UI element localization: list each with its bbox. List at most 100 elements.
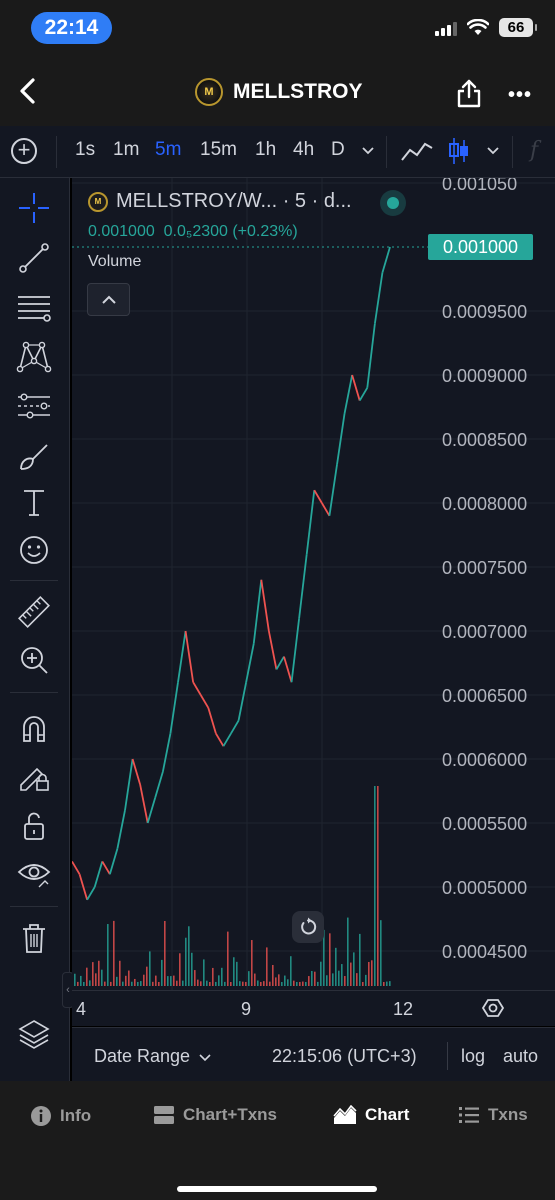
more-options-icon[interactable]: •••: [508, 84, 533, 106]
nav-chart-txns[interactable]: Chart+Txns: [153, 1105, 277, 1125]
volume-bar: [215, 981, 217, 986]
price-segment: [328, 464, 338, 516]
volume-bar: [254, 973, 256, 986]
unlock-icon[interactable]: [14, 806, 54, 846]
price-segment: [298, 554, 308, 619]
interval-5m[interactable]: 5m: [155, 139, 182, 160]
volume-bar: [323, 929, 325, 986]
price-chart[interactable]: 0.001050 0.0009500 0.0009000 0.0008500 0.000…: [72, 178, 555, 990]
interval-1s[interactable]: 1s: [75, 139, 96, 160]
reset-chart-button[interactable]: [292, 911, 324, 943]
home-indicator: [177, 1186, 377, 1192]
nav-txns[interactable]: Txns: [458, 1105, 528, 1125]
fib-retracement-icon[interactable]: [14, 288, 54, 328]
volume-bar: [119, 960, 121, 986]
trash-icon[interactable]: [14, 918, 54, 958]
chart-pane[interactable]: 0.001050 0.0009500 0.0009000 0.0008500 0.000…: [72, 178, 555, 990]
add-indicator-button[interactable]: +: [11, 138, 37, 164]
chart-txns-icon: [154, 1106, 174, 1124]
candles-icon[interactable]: [448, 136, 470, 166]
volume-bar: [173, 975, 175, 986]
wifi-icon: [467, 19, 489, 35]
price-segment: [184, 630, 195, 683]
price-segment: [86, 886, 96, 901]
back-arrow-icon[interactable]: [12, 74, 46, 108]
volume-bar: [203, 959, 205, 986]
emoji-icon[interactable]: [14, 530, 54, 570]
price-segment: [161, 733, 172, 772]
volume-bar: [317, 981, 319, 986]
volume-bar: [269, 981, 271, 986]
date-range-button[interactable]: Date Range: [94, 1046, 211, 1067]
toolbar-divider: [386, 136, 387, 168]
volume-bar: [167, 976, 169, 986]
ruler-icon[interactable]: [14, 592, 54, 632]
volume-bar: [371, 960, 373, 986]
forecast-tool-icon[interactable]: [14, 386, 54, 426]
date-range-bar: Date Range 22:15:06 (UTC+3) log auto: [72, 1027, 555, 1081]
interval-1m[interactable]: 1m: [113, 139, 140, 160]
volume-bar: [188, 926, 190, 986]
volume-bar: [206, 980, 208, 986]
legend-price: 0.001000: [88, 223, 155, 240]
volume-bar: [158, 981, 160, 986]
layers-icon[interactable]: [14, 1014, 54, 1054]
interval-1h[interactable]: 1h: [255, 139, 277, 160]
share-icon[interactable]: [456, 78, 482, 108]
nav-info[interactable]: Info: [30, 1105, 91, 1127]
price-segment: [305, 490, 316, 555]
lock-drawings-icon[interactable]: [14, 756, 54, 796]
interval-4h[interactable]: 4h: [293, 139, 315, 160]
volume-bar: [194, 970, 196, 986]
volume-bar: [341, 964, 343, 986]
chevron-down-icon: [199, 1054, 211, 1062]
volume-bar: [212, 967, 214, 986]
timezone-clock[interactable]: 22:15:06 (UTC+3): [272, 1046, 417, 1066]
interval-15m[interactable]: 15m: [200, 139, 237, 160]
price-segment: [154, 771, 164, 798]
interval-1d[interactable]: D: [331, 139, 345, 160]
symbol-legend[interactable]: M MELLSTROY/W... · 5 · d...: [88, 190, 352, 213]
volume-bar: [74, 973, 76, 986]
volume-bar: [311, 970, 313, 986]
price-segment: [275, 656, 285, 670]
function-icon[interactable]: f: [530, 138, 539, 163]
chart-settings-icon[interactable]: [482, 997, 504, 1019]
volume-bar: [332, 973, 334, 986]
token-title: M MELLSTROY: [195, 78, 363, 106]
volume-bar: [152, 981, 154, 986]
bottom-navigation: Info Chart+Txns Chart Txns: [0, 1081, 555, 1200]
symbol-name: MELLSTROY/W... · 5 · d...: [116, 190, 352, 212]
trend-line-icon[interactable]: [14, 238, 54, 278]
volume-bar: [95, 973, 97, 986]
pattern-tool-icon[interactable]: [14, 336, 54, 376]
price-segment: [78, 873, 89, 901]
brush-icon[interactable]: [14, 436, 54, 476]
log-scale-toggle[interactable]: log: [461, 1046, 486, 1066]
magnet-icon[interactable]: [14, 708, 54, 748]
chevron-down-icon[interactable]: [361, 146, 375, 156]
eye-icon[interactable]: [14, 854, 54, 894]
zoom-in-icon[interactable]: [14, 640, 54, 680]
price-segment: [192, 681, 202, 696]
volume-bar: [116, 976, 118, 986]
volume-bar: [98, 960, 100, 986]
page-title: MELLSTROY: [233, 80, 363, 103]
nav-chart-label: Chart: [365, 1105, 410, 1124]
time-axis[interactable]: 4 9 12: [72, 990, 555, 1026]
text-tool-icon[interactable]: [14, 482, 54, 522]
auto-scale-toggle[interactable]: auto: [503, 1046, 539, 1066]
nav-chart[interactable]: Chart: [333, 1105, 409, 1125]
volume-bar: [83, 981, 85, 986]
date-range-label: Date Range: [94, 1046, 191, 1066]
line-chart-icon[interactable]: [400, 138, 434, 164]
crosshair-icon[interactable]: [14, 188, 54, 228]
volume-label: Volume: [88, 253, 142, 270]
collapse-legend-button[interactable]: [87, 283, 130, 316]
chevron-down-icon[interactable]: [486, 146, 500, 156]
volume-bar: [287, 979, 289, 986]
volume-bar: [131, 981, 133, 986]
volume-bar: [374, 786, 376, 986]
time-label: 12: [393, 999, 414, 1019]
volume-bar: [221, 967, 223, 986]
